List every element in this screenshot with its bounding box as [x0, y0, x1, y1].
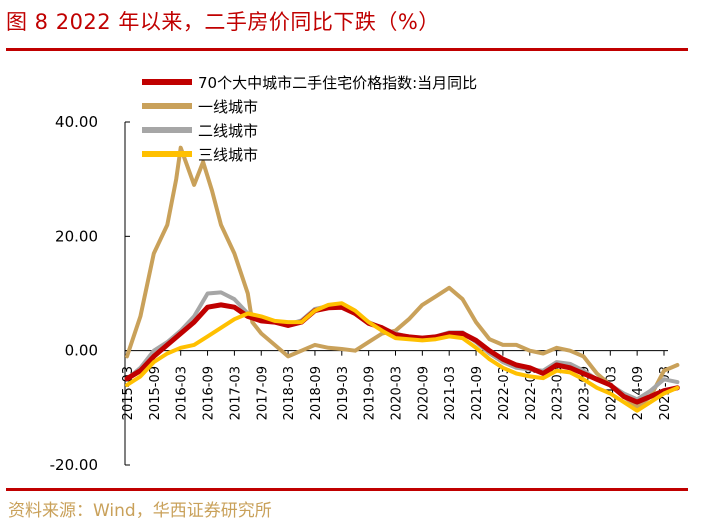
y-tick-label: -20.00	[50, 456, 98, 474]
series-line-3	[125, 301, 680, 413]
legend-label-3: 三线城市	[198, 146, 258, 164]
y-tick-label: 0.00	[65, 342, 98, 360]
x-tick-label: 2021-03	[443, 366, 458, 420]
x-tick-label: 2020-09	[416, 366, 431, 420]
x-tick-label: 2022-09	[524, 366, 539, 420]
x-tick-label: 2017-03	[228, 366, 243, 420]
x-tick-label: 2023-03	[551, 366, 566, 420]
series-line-1	[125, 145, 680, 410]
x-tick-label: 2021-09	[470, 366, 485, 420]
x-tick-label: 2018-09	[309, 366, 324, 420]
legend-label-2: 二线城市	[198, 122, 258, 140]
x-tick-label: 2019-03	[336, 366, 351, 420]
x-tick-label: 2020-03	[390, 366, 405, 420]
y-tick-label: 40.00	[55, 113, 98, 131]
page-title: 图 8 2022 年以来，二手房价同比下跌（%）	[6, 10, 440, 34]
x-tick-label: 2017-09	[255, 366, 270, 420]
title-rule	[6, 48, 688, 51]
source-note: 资料来源：Wind，华西证券研究所	[8, 501, 272, 521]
x-tick-label: 2018-03	[282, 366, 297, 420]
legend-label-1: 一线城市	[198, 98, 258, 116]
legend-label-0: 70个大中城市二手住宅价格指数:当月同比	[198, 74, 477, 92]
chart-lines	[124, 145, 680, 413]
x-tick-label: 2015-09	[148, 366, 163, 420]
x-tick-label: 2016-09	[202, 366, 217, 420]
series-line-0	[124, 302, 680, 405]
x-tick-label: 2019-09	[363, 366, 378, 420]
x-tick-label: 2016-03	[175, 366, 190, 420]
source-rule	[6, 488, 688, 491]
y-tick-label: 20.00	[55, 227, 98, 245]
x-tick-label: 2022-03	[497, 366, 512, 420]
